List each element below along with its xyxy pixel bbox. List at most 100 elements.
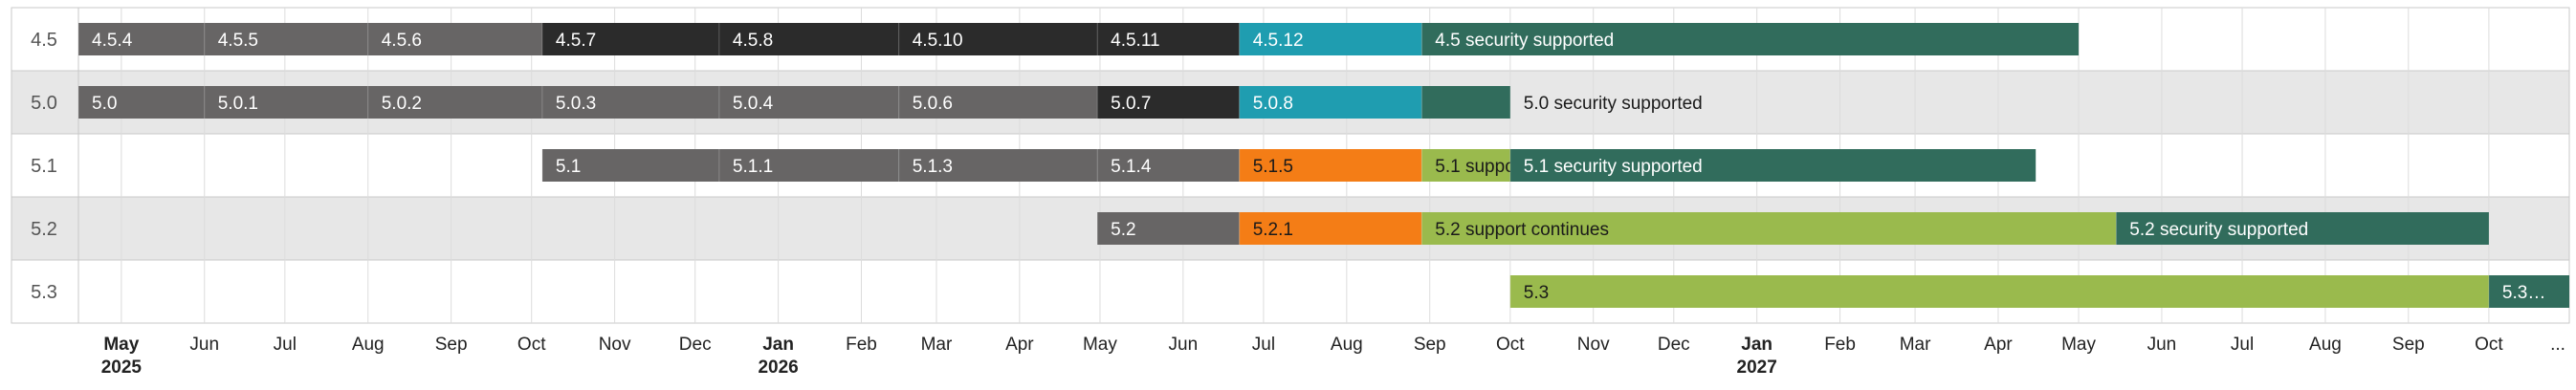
axis-month-label: Jan (762, 335, 794, 355)
release-bar (2488, 275, 2569, 308)
bar-label: 5.0.1 (218, 94, 258, 114)
bar-label: 5.0.2 (382, 94, 422, 114)
row-label: 5.0 (31, 93, 57, 114)
axis-month-label: Nov (599, 335, 631, 355)
axis-month-label: Sep (435, 335, 468, 355)
release-bar (1239, 149, 1422, 182)
release-bar (1239, 23, 1422, 55)
bar-label: 5.2 security supported (2129, 220, 2308, 240)
month-gridlines (77, 8, 2490, 323)
release-bar (1421, 23, 2080, 55)
axis-year-label: 2027 (1737, 358, 1777, 378)
release-bar (1097, 212, 1240, 245)
bar-label: 4.5.5 (218, 31, 258, 51)
bar-label: 5.2 (1111, 220, 1135, 240)
axis-month-label: May (2061, 335, 2096, 355)
axis-month-label: Jun (189, 335, 219, 355)
bar-label: 5.0.4 (733, 94, 774, 114)
bar-label: 5.1.5 (1253, 157, 1293, 177)
axis-month-label: May (1083, 335, 1117, 355)
axis-month-label: Oct (1496, 335, 1525, 355)
bar-label: 5.1 security supported (1524, 157, 1703, 177)
bar-label: 4.5 security supported (1435, 31, 1614, 51)
release-bar (1509, 149, 2037, 182)
bar-label: 4.5.7 (556, 31, 596, 51)
bar-label: 5.1.1 (733, 157, 773, 177)
axis-month-label: Dec (679, 335, 712, 355)
release-bar (367, 23, 542, 55)
axis-month-label: Mar (1900, 335, 1931, 355)
axis-month-label: Aug (2309, 335, 2342, 355)
axis-month-label: Oct (2475, 335, 2503, 355)
axis-month-label: Jan (1741, 335, 1772, 355)
axis-month-label: Apr (1984, 335, 2013, 355)
bar-label: 5.1.4 (1111, 157, 1152, 177)
row-labels: 4.5 5.0 5.1 5.2 5.3 (31, 30, 57, 303)
bar-label: 4.5.4 (92, 31, 133, 51)
release-bar (2116, 212, 2489, 245)
release-bar (204, 23, 368, 55)
bar-label: 4.5.6 (382, 31, 422, 51)
release-bar (898, 149, 1098, 182)
release-bar (718, 86, 899, 119)
release-bar (541, 86, 719, 119)
release-bar (1421, 149, 1510, 182)
bar-label: 5.3… (2502, 283, 2545, 303)
axis-month-label: May (103, 335, 139, 355)
trailing-label: 5.0 security supported (1524, 94, 1703, 114)
release-bar (718, 149, 899, 182)
bar-label: 5.0.6 (913, 94, 953, 114)
axis-month-label: Aug (352, 335, 385, 355)
row-label: 5.3 (31, 282, 57, 303)
release-bar (1421, 86, 1510, 119)
bar-label: 5.0.3 (556, 94, 596, 114)
bar-label: 5.1 (556, 157, 581, 177)
bar-label: 5.0.8 (1253, 94, 1293, 114)
axis-month-label: Feb (1824, 335, 1856, 355)
bar-label: 5.2.1 (1253, 220, 1293, 240)
release-bar (1097, 149, 1240, 182)
release-bar (1239, 86, 1422, 119)
axis-month-label: Jul (274, 335, 297, 355)
axis-month-label: Sep (1414, 335, 1446, 355)
time-axis: May 2025 Jun Jul Aug Sep Oct Nov Dec Jan 2026 Feb Ma… (101, 335, 2565, 378)
axis-month-label: Jul (2231, 335, 2254, 355)
axis-month-label: Jul (1252, 335, 1275, 355)
axis-month-label: Aug (1331, 335, 1363, 355)
bar-label: 4.5.8 (733, 31, 773, 51)
row-label: 4.5 (31, 30, 57, 51)
axis-month-label: Apr (1005, 335, 1034, 355)
row-label: 5.2 (31, 219, 57, 240)
release-bar (1097, 23, 1240, 55)
release-bar (1239, 212, 1422, 245)
row-label: 5.1 (31, 156, 57, 177)
axis-month-label: Jun (2147, 335, 2177, 355)
axis-month-label: Oct (517, 335, 546, 355)
bar-label: 5.0 (92, 94, 117, 114)
axis-year-label: 2026 (758, 358, 798, 378)
axis-month-label: Dec (1658, 335, 1690, 355)
bar-label: 4.5.11 (1111, 31, 1159, 51)
axis-month-label: Jun (1169, 335, 1199, 355)
axis-overflow-label: ... (2550, 335, 2565, 355)
release-bar (367, 86, 542, 119)
axis-year-label: 2025 (101, 358, 143, 378)
release-bar (541, 23, 719, 55)
release-bar (898, 86, 1098, 119)
release-bar (718, 23, 899, 55)
axis-month-label: Nov (1577, 335, 1610, 355)
bar-label: 4.5.10 (913, 31, 963, 51)
axis-month-label: Mar (921, 335, 953, 355)
release-bar (1509, 275, 2489, 308)
bar-label: 5.2 support continues (1435, 220, 1609, 240)
release-bar (78, 23, 205, 55)
release-bar (1097, 86, 1240, 119)
bar-label: 5.3 (1524, 283, 1549, 303)
release-bar (898, 23, 1098, 55)
axis-month-label: Feb (846, 335, 877, 355)
release-bar (541, 149, 719, 182)
release-bars: 4.5.4 4.5.5 4.5.6 4.5.7 4.5.8 4.5.10 4.5.11 4.5… (77, 23, 2569, 308)
release-bar (204, 86, 368, 119)
release-bar (1421, 212, 2117, 245)
